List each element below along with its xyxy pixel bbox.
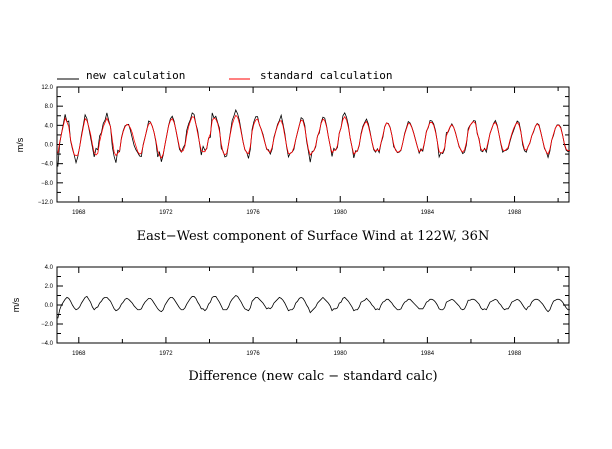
bottom-y-tick-label: 2.0 — [45, 284, 54, 290]
bottom-x-tick-label: 1988 — [508, 351, 522, 357]
bottom-y-tick-label: −4.0 — [41, 341, 54, 347]
top-x-tick-label: 1984 — [421, 210, 435, 216]
bottom-series-line-difference — [57, 295, 570, 319]
top-x-tick-label: 1980 — [334, 210, 348, 216]
bottom-y-tick-label: −2.0 — [41, 322, 54, 328]
top-series-line-standard-calculation — [57, 114, 570, 159]
bottom-y-tick-label: 4.0 — [45, 265, 54, 271]
legend-label-new-calculation: new calculation — [86, 69, 185, 82]
top-chart-title: East−West component of Surface Wind at 1… — [137, 229, 490, 244]
top-series-line-new-calculation — [57, 108, 571, 167]
bottom-x-tick-label: 1984 — [421, 351, 435, 357]
bottom-axis-ticks: 1968 1972 1976 1980 1984 1988 −4.0 −2.0 0.0 2.0 4.… — [41, 265, 569, 357]
top-y-tick-label: 8.0 — [45, 104, 54, 110]
top-series-group — [57, 108, 571, 167]
top-y-tick-label: 4.0 — [45, 123, 54, 129]
top-y-tick-label: 0.0 — [45, 143, 54, 149]
top-y-tick-label: −4.0 — [41, 162, 54, 168]
top-x-tick-label: 1988 — [508, 210, 522, 216]
top-x-tick-label: 1968 — [72, 210, 86, 216]
top-x-tick-label: 1972 — [159, 210, 173, 216]
bottom-chart-title: Difference (new calc − standard calc) — [188, 369, 437, 384]
top-y-axis-label: m/s — [15, 137, 25, 152]
top-axis-ticks: 1968 1972 1976 1980 1984 1988 −12.0 −8.0 −4.0 0.0… — [38, 85, 569, 216]
bottom-x-tick-label: 1976 — [246, 351, 260, 357]
bottom-x-tick-label: 1968 — [72, 351, 86, 357]
bottom-x-tick-label: 1972 — [159, 351, 173, 357]
bottom-x-tick-label: 1980 — [334, 351, 348, 357]
bottom-y-axis-label: m/s — [11, 297, 21, 312]
bottom-chart: 1968 1972 1976 1980 1984 1988 −4.0 −2.0 0.0 2.0 4.… — [11, 265, 570, 384]
bottom-y-tick-label: 0.0 — [45, 303, 54, 309]
legend-label-standard-calculation: standard calculation — [260, 69, 392, 82]
top-y-tick-label: 12.0 — [41, 85, 53, 91]
top-y-tick-label: −12.0 — [38, 200, 54, 206]
bottom-series-group — [57, 295, 570, 319]
top-chart: 1968 1972 1976 1980 1984 1988 −12.0 −8.0 −4.0 0.0… — [15, 85, 571, 244]
legend: new calculation standard calculation — [57, 69, 392, 82]
top-x-tick-label: 1976 — [246, 210, 260, 216]
top-y-tick-label: −8.0 — [41, 181, 54, 187]
